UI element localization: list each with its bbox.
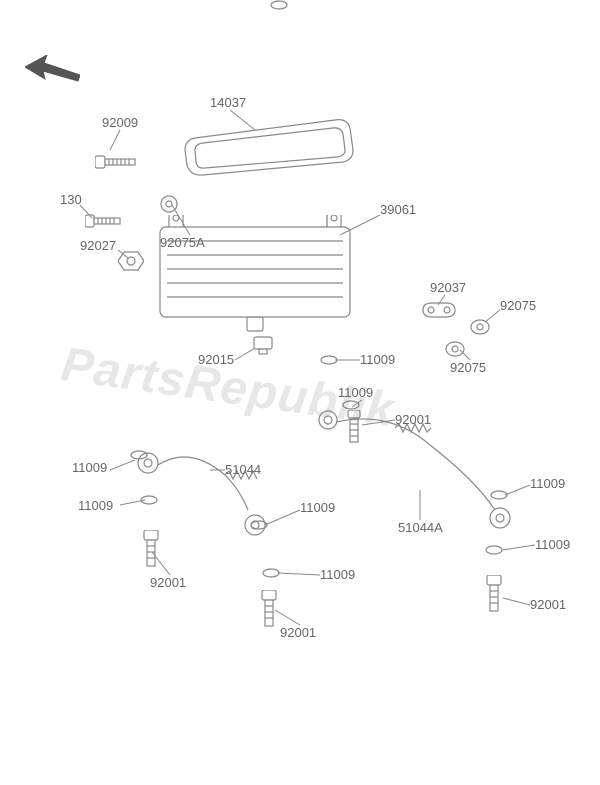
label-11009-a: 11009 (338, 385, 373, 400)
label-11009-e: 11009 (530, 476, 565, 491)
label-92009: 92009 (102, 115, 138, 130)
label-92075-r: 92075 (500, 298, 536, 313)
label-11009-b: 11009 (72, 460, 107, 475)
label-51044A: 51044A (398, 520, 443, 535)
label-92001-b: 92001 (150, 575, 186, 590)
label-92001-d: 92001 (530, 597, 566, 612)
diagram-canvas: 92009 14037 130 92027 92075A 39061 92037… (0, 0, 600, 785)
label-39061: 39061 (380, 202, 416, 217)
label-14037: 14037 (210, 95, 246, 110)
label-11009-d: 11009 (300, 500, 335, 515)
label-92001-a: 92001 (395, 412, 431, 427)
label-92015: 92015 (198, 352, 234, 367)
leader-lines (0, 0, 600, 785)
label-92027: 92027 (80, 238, 116, 253)
label-11009-f: 11009 (535, 537, 570, 552)
label-130: 130 (60, 192, 82, 207)
label-92075A: 92075A (160, 235, 205, 250)
label-11009-g: 11009 (320, 567, 355, 582)
label-11009-c: 11009 (78, 498, 113, 513)
label-11009-t: 11009 (360, 352, 395, 367)
label-92001-c: 92001 (280, 625, 316, 640)
label-92037: 92037 (430, 280, 466, 295)
label-51044: 51044 (225, 462, 261, 477)
label-92075-b: 92075 (450, 360, 486, 375)
